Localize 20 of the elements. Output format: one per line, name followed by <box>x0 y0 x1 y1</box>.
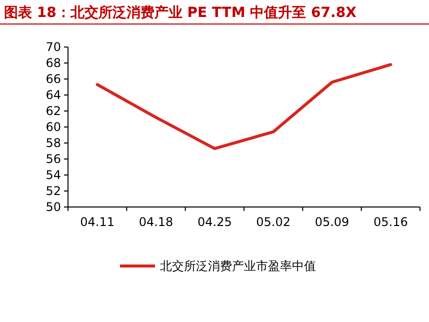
y-tick-label: 62 <box>46 104 61 118</box>
x-tick-label: 04.25 <box>197 215 232 229</box>
y-tick-label: 66 <box>46 72 61 86</box>
x-tick-label: 05.09 <box>314 215 350 229</box>
y-tick-label: 64 <box>46 88 61 102</box>
y-tick-label: 58 <box>46 136 61 150</box>
x-tick-label: 05.16 <box>373 215 408 229</box>
line-series <box>96 63 392 150</box>
chart-title: 图表 18：北交所泛消费产业 PE TTM 中值升至 67.8X <box>4 4 357 21</box>
y-tick-label: 52 <box>46 184 61 198</box>
y-tick-label: 70 <box>46 40 61 54</box>
y-tick-label: 68 <box>46 56 61 70</box>
x-tick-label: 04.11 <box>80 215 115 229</box>
y-tick-label: 54 <box>46 168 61 182</box>
x-tick-label: 04.18 <box>138 215 174 229</box>
x-tick-label: 05.02 <box>256 215 291 229</box>
legend-label: 北交所泛消费产业市盈率中值 <box>160 259 316 273</box>
y-tick-label: 56 <box>46 152 61 166</box>
y-tick-label: 60 <box>46 120 61 134</box>
y-tick-label: 50 <box>46 200 61 214</box>
